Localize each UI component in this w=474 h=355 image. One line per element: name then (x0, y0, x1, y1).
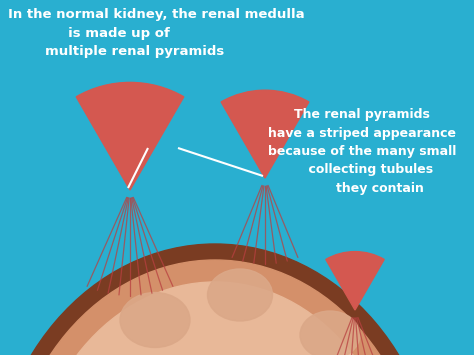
Text: In the normal kidney, the renal medulla
             is made up of
        multi: In the normal kidney, the renal medulla … (8, 8, 305, 58)
Ellipse shape (208, 269, 273, 321)
Ellipse shape (300, 311, 360, 355)
Wedge shape (76, 82, 184, 190)
Ellipse shape (5, 260, 425, 355)
Ellipse shape (120, 293, 190, 348)
Text: The renal pyramids
have a striped appearance
because of the many small
    colle: The renal pyramids have a striped appear… (268, 108, 456, 195)
Wedge shape (326, 252, 384, 310)
Ellipse shape (27, 282, 403, 355)
Wedge shape (221, 90, 309, 178)
Ellipse shape (0, 244, 441, 355)
